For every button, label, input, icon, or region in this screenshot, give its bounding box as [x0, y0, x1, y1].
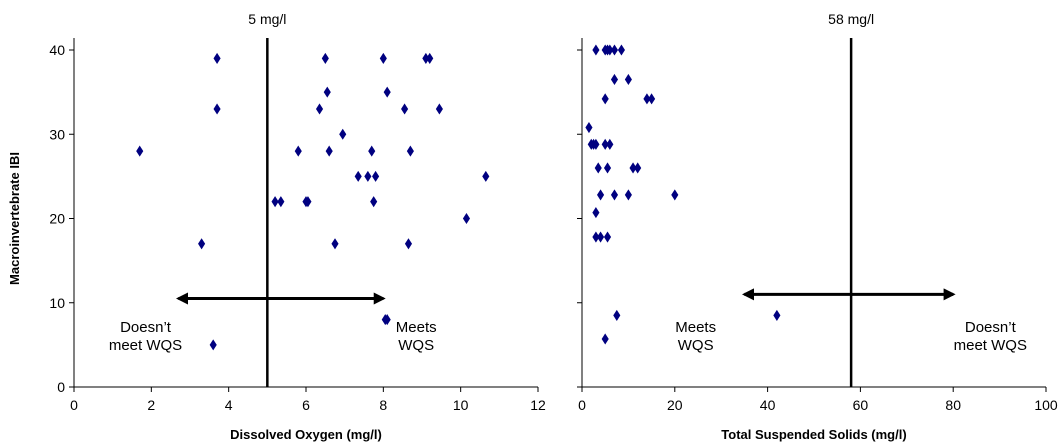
data-point	[482, 170, 490, 182]
data-point	[610, 73, 619, 86]
data-point	[624, 189, 632, 201]
data-point	[213, 52, 221, 64]
x-tick-label: 8	[379, 397, 387, 413]
data-point	[592, 207, 600, 219]
data-point	[406, 145, 414, 157]
data-point	[304, 196, 312, 208]
annotation-left-line: Meets	[675, 319, 716, 336]
data-point	[354, 170, 362, 182]
annotation-right: Meets WQS	[396, 319, 437, 354]
data-point	[624, 73, 632, 86]
data-point	[213, 103, 221, 115]
threshold-label: 5 mg/l	[248, 11, 286, 27]
data-point	[601, 138, 609, 150]
y-tick-label: 40	[49, 42, 65, 58]
data-point	[601, 333, 609, 345]
data-point	[629, 162, 637, 174]
data-point	[606, 44, 614, 56]
x-tick-label: 0	[578, 397, 586, 413]
data-point	[610, 189, 619, 201]
annotation-right: Doesn’t meet WQS	[954, 319, 1027, 354]
data-point	[323, 86, 331, 98]
x-tick-label: 10	[453, 397, 469, 413]
annotation-right-line: meet WQS	[954, 337, 1027, 354]
x-tick-label: 60	[853, 397, 869, 413]
data-point	[592, 231, 600, 243]
annotation-right-line: WQS	[398, 337, 434, 354]
y-axis-title: Macroinvertebrate IBI	[7, 152, 22, 285]
do-scatter-chart: 0 2 4 6 8 10 12 0 10 20 30 40 Dissolved Oxygen (mg/l…	[7, 11, 546, 442]
tss-scatter-chart: 0 20 40 60 80 100 Total Suspended Solids (mg/l…	[577, 11, 1058, 442]
data-point	[634, 162, 642, 174]
data-point	[209, 339, 217, 351]
data-point	[592, 44, 600, 56]
data-point	[592, 138, 600, 150]
y-tick-label: 10	[49, 295, 65, 311]
data-point	[462, 212, 471, 225]
data-point	[594, 162, 602, 174]
x-tick-label: 6	[302, 397, 310, 413]
x-tick-label: 100	[1034, 397, 1058, 413]
data-point	[773, 309, 781, 321]
x-tick-label: 80	[945, 397, 961, 413]
data-point	[648, 93, 656, 105]
y-tick-label: 30	[49, 126, 65, 142]
data-point	[603, 162, 612, 174]
data-point	[597, 231, 605, 243]
data-point	[331, 238, 339, 250]
data-point	[339, 128, 347, 140]
annotation-right-line: Doesn’t	[965, 319, 1017, 336]
threshold-label: 58 mg/l	[828, 11, 874, 27]
data-point	[271, 196, 279, 208]
data-point	[198, 238, 206, 250]
data-point	[368, 145, 376, 157]
data-point	[597, 189, 605, 201]
data-point	[372, 170, 380, 182]
data-point	[610, 44, 619, 56]
annotation-left-line: Doesn’t	[120, 319, 172, 336]
x-tick-label: 12	[530, 397, 546, 413]
data-point	[277, 196, 285, 208]
x-tick-label: 4	[225, 397, 233, 413]
data-point	[601, 93, 609, 105]
y-tick-label: 20	[49, 211, 65, 227]
data-point	[585, 121, 593, 134]
x-tick-label: 2	[147, 397, 155, 413]
x-tick-label: 0	[70, 397, 78, 413]
x-axis-title: Dissolved Oxygen (mg/l)	[230, 427, 382, 442]
annotation-left: Doesn’t meet WQS	[109, 319, 182, 354]
data-point	[294, 145, 302, 157]
data-point	[321, 52, 329, 64]
annotation-left-line: meet WQS	[109, 337, 182, 354]
data-point	[136, 145, 144, 157]
annotation-right-line: Meets	[396, 319, 437, 336]
data-point	[426, 52, 434, 64]
y-tick-label: 0	[57, 379, 65, 395]
data-point	[643, 93, 651, 105]
data-point	[315, 103, 324, 115]
data-point	[370, 196, 378, 208]
data-point	[435, 103, 443, 115]
data-point	[617, 44, 625, 56]
data-point	[613, 309, 621, 321]
data-point	[401, 103, 409, 115]
data-point	[404, 238, 413, 250]
data-point	[383, 314, 391, 326]
data-point	[606, 138, 614, 150]
data-point	[383, 86, 391, 98]
data-point	[603, 231, 612, 243]
x-tick-label: 40	[760, 397, 776, 413]
data-point	[671, 189, 679, 201]
data-point	[364, 170, 372, 182]
annotation-left-line: WQS	[678, 337, 714, 354]
data-point	[379, 52, 387, 64]
annotation-left: Meets WQS	[675, 319, 716, 354]
x-tick-label: 20	[667, 397, 683, 413]
data-point	[325, 145, 333, 157]
x-axis-title: Total Suspended Solids (mg/l)	[721, 427, 906, 442]
